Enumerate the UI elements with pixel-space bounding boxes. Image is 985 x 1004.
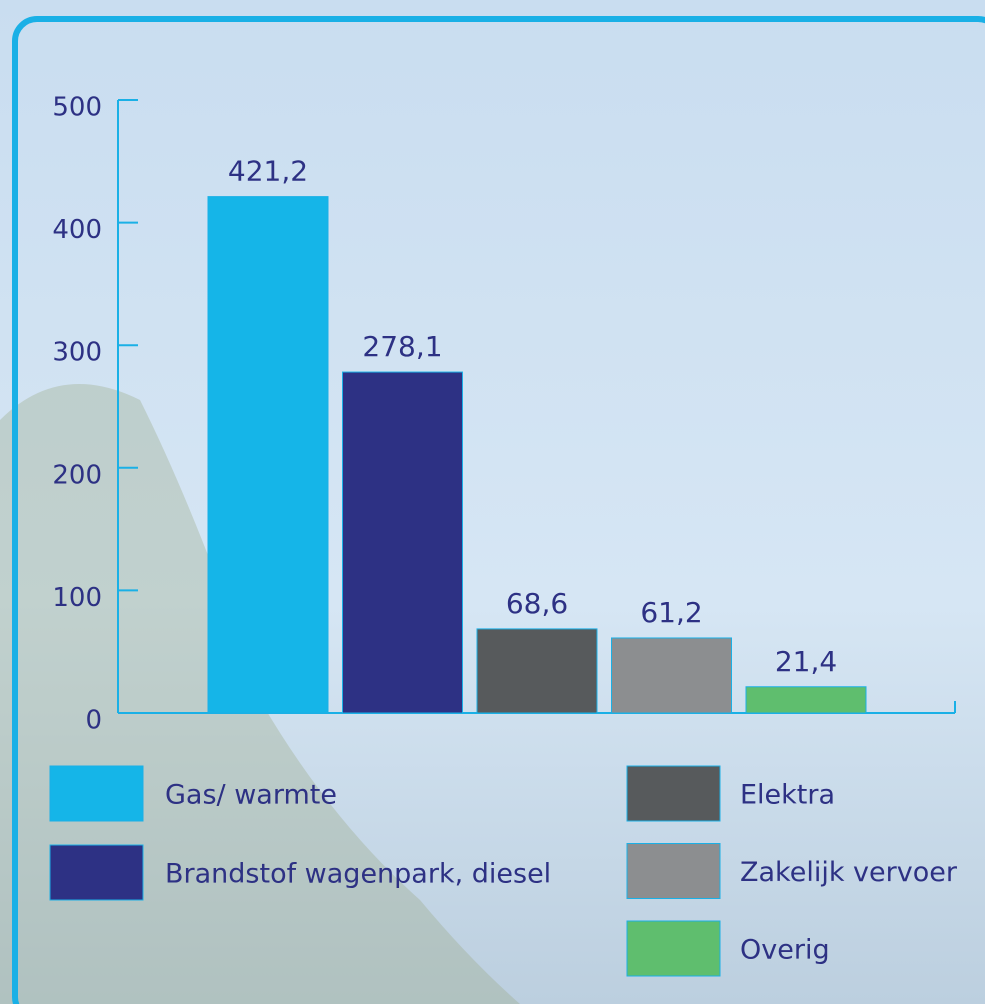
legend-swatch: [627, 921, 720, 976]
y-tick-label: 300: [52, 338, 102, 368]
page: {"chart_data": {"type": "bar", "categori…: [0, 0, 985, 1004]
y-tick-label: 400: [52, 215, 102, 245]
legend-label: Brandstof wagenpark, diesel: [165, 859, 551, 890]
legend-label: Elektra: [740, 780, 835, 811]
y-tick-label: 100: [52, 583, 102, 613]
value-label: 421,2: [228, 155, 308, 188]
legend-swatch: [627, 844, 720, 899]
y-tick-label: 500: [52, 93, 102, 123]
value-label: 278,1: [362, 330, 442, 363]
value-label: 68,6: [506, 587, 568, 620]
value-label: 21,4: [775, 645, 837, 678]
bar: [612, 638, 732, 713]
y-tick-label: 0: [85, 706, 102, 736]
legend-label: Overig: [740, 935, 830, 966]
legend-swatch: [627, 766, 720, 821]
bar: [477, 629, 597, 713]
legend-label: Gas/ warmte: [165, 780, 337, 811]
bar: [746, 687, 866, 713]
bar: [208, 197, 328, 713]
legend-label: Zakelijk vervoer: [740, 857, 958, 888]
chart: 0 100 200 300 400 500 421,2 Gas/ warmte 278,1 Bra…: [0, 0, 985, 1004]
legend-swatch: [50, 845, 143, 900]
y-tick-label: 200: [52, 460, 102, 490]
value-label: 61,2: [640, 596, 702, 629]
bar: [343, 372, 463, 713]
legend-swatch: [50, 766, 143, 821]
